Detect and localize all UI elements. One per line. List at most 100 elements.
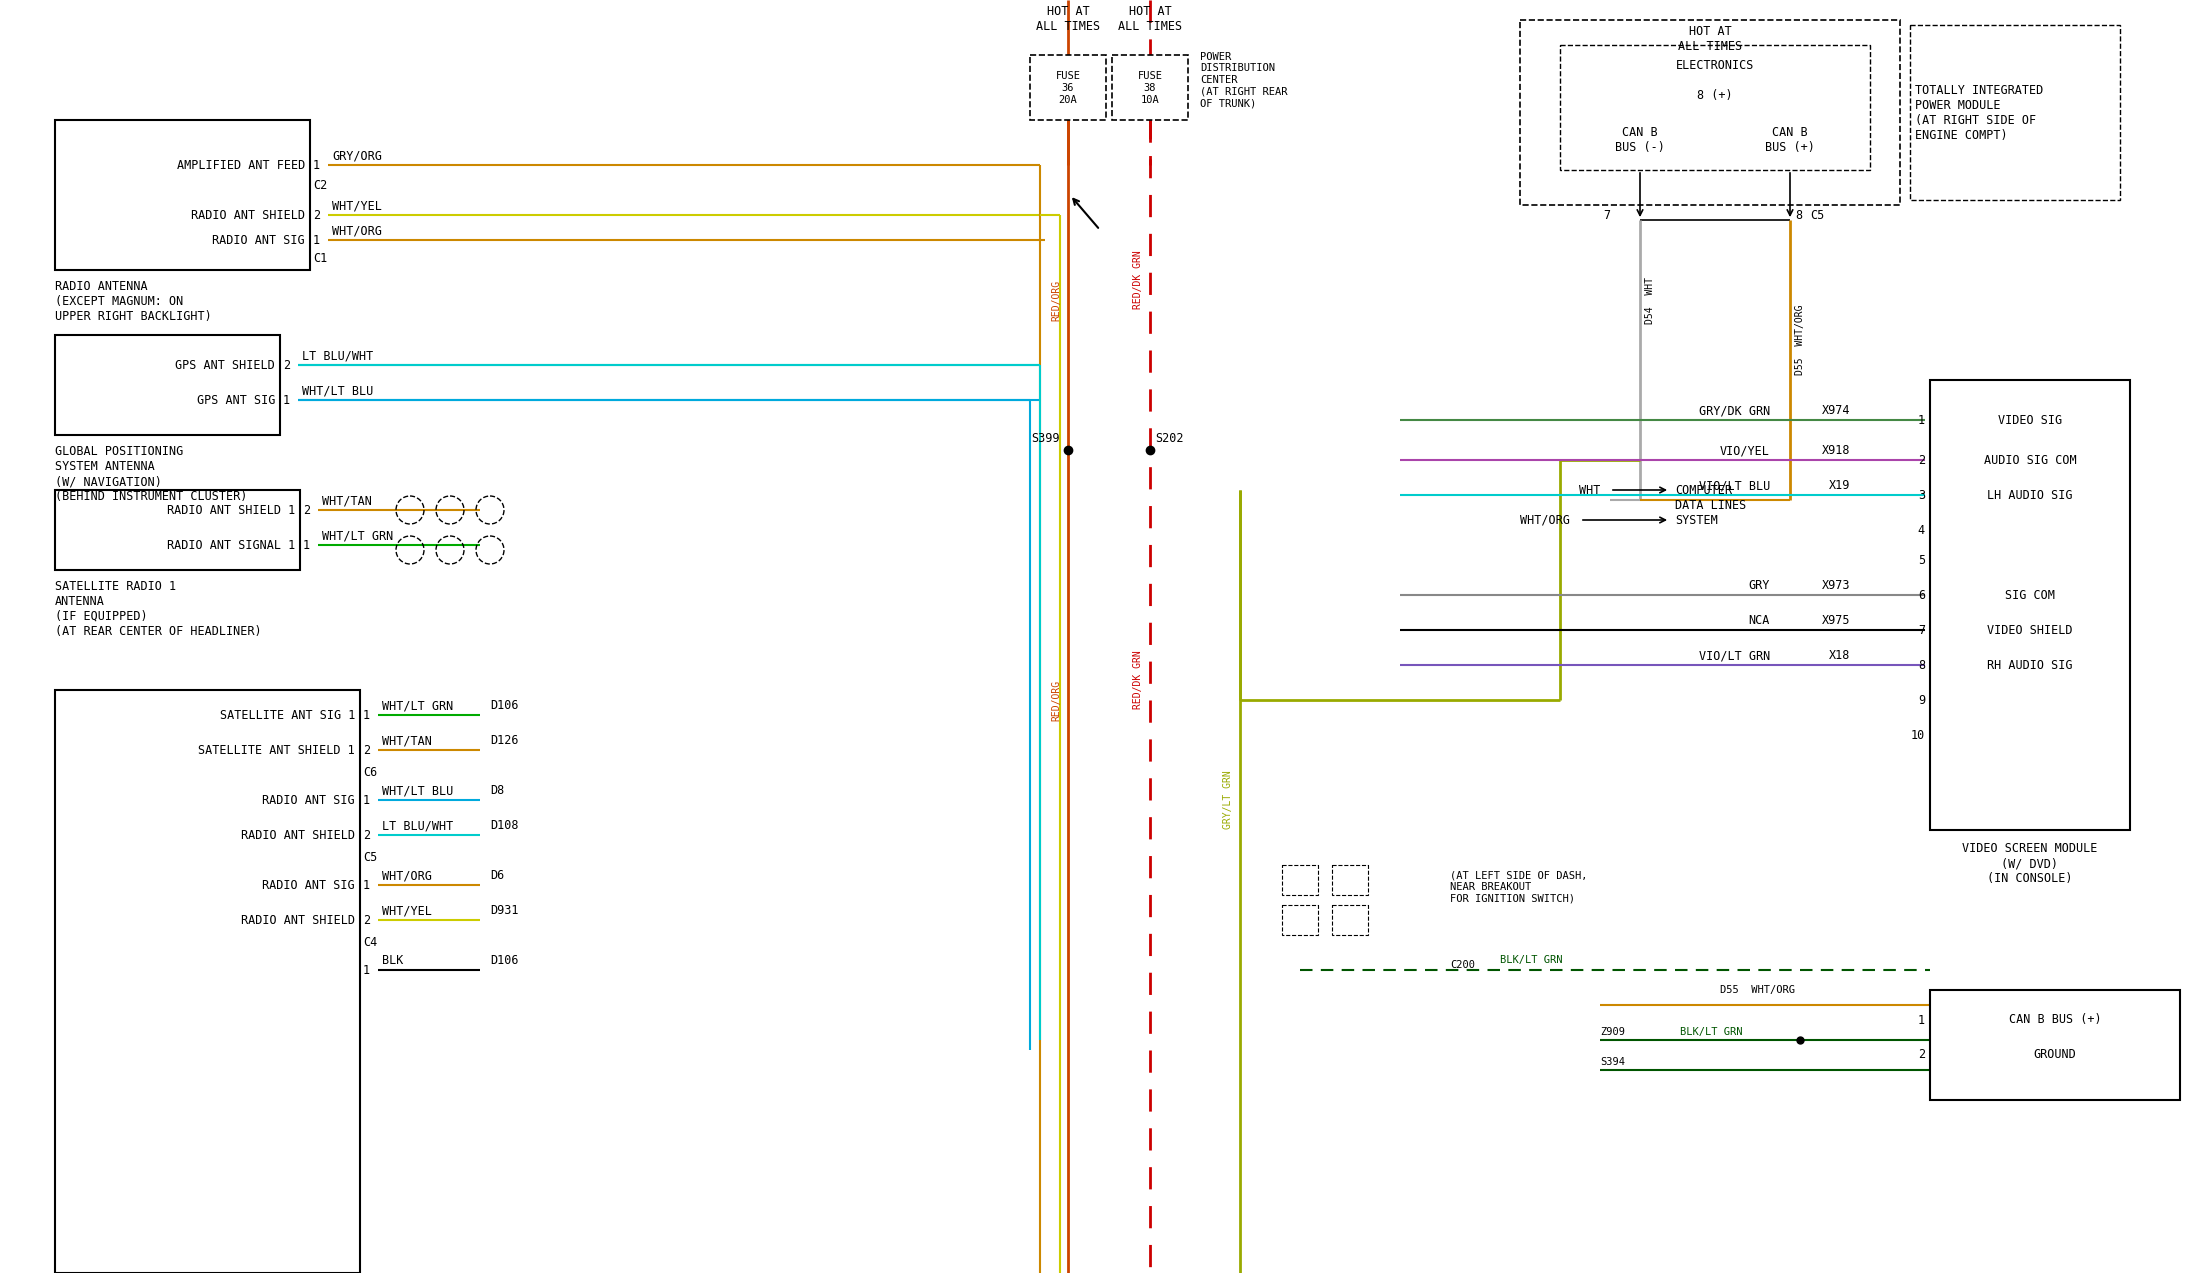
Text: 2: 2 [312, 209, 321, 222]
Text: RED/ORG: RED/ORG [1052, 680, 1060, 721]
Text: C4: C4 [363, 936, 376, 948]
Text: 1: 1 [1918, 1013, 1925, 1026]
Text: D931: D931 [491, 904, 519, 917]
Text: WHT/LT GRN: WHT/LT GRN [383, 699, 453, 712]
Text: RADIO ANT SHIELD: RADIO ANT SHIELD [242, 829, 354, 841]
Text: LH AUDIO SIG: LH AUDIO SIG [1987, 489, 2072, 502]
Bar [1331, 864, 1368, 895]
Text: S399: S399 [1032, 432, 1060, 446]
Text: BLK: BLK [383, 953, 403, 967]
Text: CAN B BUS (+): CAN B BUS (+) [2009, 1013, 2101, 1026]
Text: 1: 1 [312, 233, 321, 247]
Text: WHT/ORG: WHT/ORG [383, 869, 431, 882]
Text: 2: 2 [363, 914, 370, 927]
Text: 2: 2 [363, 743, 370, 756]
Text: S394: S394 [1599, 1057, 1626, 1067]
Text: C5: C5 [363, 850, 376, 863]
Text: 1: 1 [363, 878, 370, 891]
Text: X975: X975 [1822, 614, 1850, 628]
Text: 2: 2 [1918, 1049, 1925, 1062]
Text: X973: X973 [1822, 579, 1850, 592]
Text: D8: D8 [491, 784, 504, 797]
Text: HOT AT
ALL TIMES: HOT AT ALL TIMES [1036, 5, 1100, 33]
Text: 7: 7 [1918, 624, 1925, 636]
Text: GRY/DK GRN: GRY/DK GRN [1698, 404, 1771, 418]
Text: NCA: NCA [1749, 614, 1771, 628]
Text: RED/ORG: RED/ORG [1052, 280, 1060, 321]
Text: (AT LEFT SIDE OF DASH,
NEAR BREAKOUT
FOR IGNITION SWITCH): (AT LEFT SIDE OF DASH, NEAR BREAKOUT FOR… [1450, 869, 1588, 904]
Text: Z909: Z909 [1599, 1027, 1626, 1037]
Text: D126: D126 [491, 735, 519, 747]
Text: POWER
DISTRIBUTION
CENTER
(AT RIGHT REAR
OF TRUNK): POWER DISTRIBUTION CENTER (AT RIGHT REAR… [1199, 52, 1287, 108]
Text: RADIO ANTENNA
(EXCEPT MAGNUM: ON
UPPER RIGHT BACKLIGHT): RADIO ANTENNA (EXCEPT MAGNUM: ON UPPER R… [55, 280, 211, 323]
Text: C2: C2 [312, 178, 328, 191]
Text: CAN B
BUS (+): CAN B BUS (+) [1764, 126, 1815, 154]
Text: WHT/LT BLU: WHT/LT BLU [301, 384, 374, 397]
Text: 8: 8 [1918, 658, 1925, 671]
Text: 10: 10 [1912, 728, 1925, 741]
Bar [1283, 905, 1318, 934]
Text: WHT/LT BLU: WHT/LT BLU [383, 784, 453, 797]
Text: WHT/TAN: WHT/TAN [321, 494, 372, 507]
Text: 1: 1 [363, 964, 370, 976]
Text: TOTALLY INTEGRATED
POWER MODULE
(AT RIGHT SIDE OF
ENGINE COMPT): TOTALLY INTEGRATED POWER MODULE (AT RIGH… [1914, 84, 2044, 141]
Text: FUSE
36
20A: FUSE 36 20A [1056, 71, 1080, 104]
Text: C5: C5 [1811, 209, 1824, 222]
Text: RADIO ANT SIGNAL 1: RADIO ANT SIGNAL 1 [167, 538, 295, 551]
Text: VIDEO SCREEN MODULE
(W/ DVD)
(IN CONSOLE): VIDEO SCREEN MODULE (W/ DVD) (IN CONSOLE… [1962, 841, 2097, 885]
Text: HOT AT
ALL TIMES: HOT AT ALL TIMES [1118, 5, 1181, 33]
Bar [1030, 55, 1107, 120]
Text: GROUND: GROUND [2033, 1049, 2077, 1062]
Bar [1929, 381, 2130, 830]
Bar [1910, 25, 2121, 200]
Text: RADIO ANT SIG: RADIO ANT SIG [262, 878, 354, 891]
Text: FUSE
38
10A: FUSE 38 10A [1137, 71, 1162, 104]
Text: 1: 1 [312, 159, 321, 172]
Text: 6: 6 [1918, 588, 1925, 602]
Text: 1: 1 [363, 793, 370, 807]
Text: RED/DK GRN: RED/DK GRN [1133, 251, 1144, 309]
Text: BLK/LT GRN: BLK/LT GRN [1500, 955, 1562, 965]
Text: 1: 1 [284, 393, 290, 406]
Bar [55, 490, 299, 570]
Text: RED/DK GRN: RED/DK GRN [1133, 651, 1144, 709]
Text: VIDEO SHIELD: VIDEO SHIELD [1987, 624, 2072, 636]
Text: D54  WHT: D54 WHT [1646, 276, 1654, 323]
Text: D108: D108 [491, 819, 519, 833]
Text: VIO/LT GRN: VIO/LT GRN [1698, 649, 1771, 662]
Bar [55, 690, 361, 1273]
Text: GPS ANT SHIELD: GPS ANT SHIELD [176, 359, 275, 372]
Text: 9: 9 [1918, 694, 1925, 707]
Bar [1560, 45, 1870, 171]
Text: C200: C200 [1450, 960, 1474, 970]
Text: VIDEO SIG: VIDEO SIG [1998, 414, 2061, 426]
Text: WHT/TAN: WHT/TAN [383, 735, 431, 747]
Text: WHT/ORG: WHT/ORG [332, 224, 383, 237]
Text: WHT/YEL: WHT/YEL [383, 904, 431, 917]
Text: 4: 4 [1918, 523, 1925, 536]
Text: C1: C1 [312, 252, 328, 265]
Text: D55  WHT/ORG: D55 WHT/ORG [1720, 985, 1795, 995]
Text: AMPLIFIED ANT FEED: AMPLIFIED ANT FEED [176, 159, 306, 172]
Bar [1929, 990, 2180, 1100]
Text: D106: D106 [491, 699, 519, 712]
Text: X19: X19 [1828, 479, 1850, 491]
Text: 1: 1 [1918, 414, 1925, 426]
Text: SATELLITE ANT SIG 1: SATELLITE ANT SIG 1 [220, 709, 354, 722]
Text: ELECTRONICS: ELECTRONICS [1676, 59, 1753, 71]
Text: D106: D106 [491, 953, 519, 967]
Text: VIO/YEL: VIO/YEL [1720, 444, 1771, 457]
Text: 2: 2 [363, 829, 370, 841]
Text: SIG COM: SIG COM [2004, 588, 2055, 602]
Text: X918: X918 [1822, 444, 1850, 457]
Text: 8 (+): 8 (+) [1696, 89, 1734, 102]
Text: GPS ANT SIG: GPS ANT SIG [196, 393, 275, 406]
Bar [55, 335, 279, 435]
Text: COMPUTER
DATA LINES
SYSTEM: COMPUTER DATA LINES SYSTEM [1674, 484, 1747, 527]
Text: WHT/ORG: WHT/ORG [1520, 513, 1571, 527]
Text: S202: S202 [1155, 432, 1184, 446]
Text: D55  WHT/ORG: D55 WHT/ORG [1795, 304, 1804, 376]
Text: 5: 5 [1918, 554, 1925, 566]
Text: RADIO ANT SIG: RADIO ANT SIG [262, 793, 354, 807]
Text: RH AUDIO SIG: RH AUDIO SIG [1987, 658, 2072, 671]
